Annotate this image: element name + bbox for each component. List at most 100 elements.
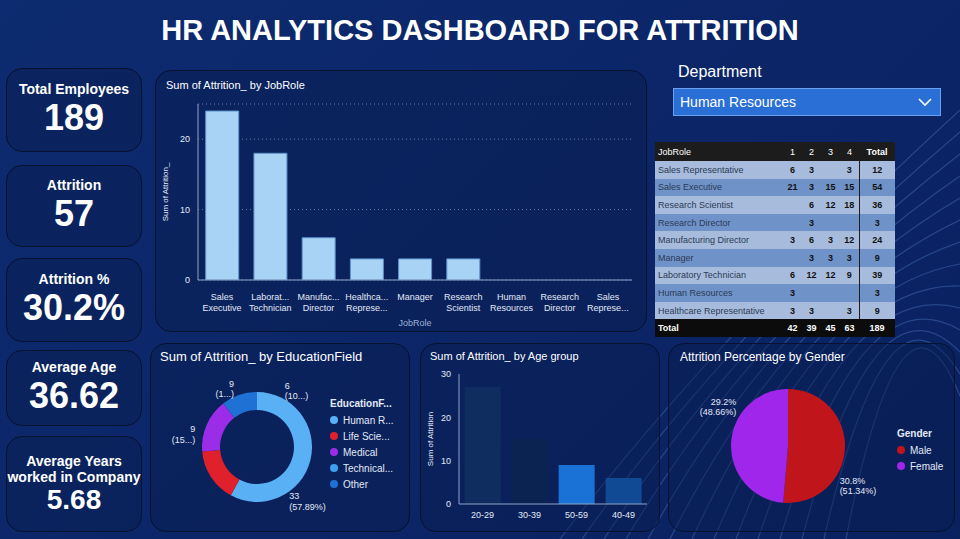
html-text:Human Resources: Human Resources xyxy=(658,288,733,298)
html-text:Female: Female xyxy=(910,460,944,472)
html-text:Male: Male xyxy=(910,444,932,456)
svg-text:Sum of Attrition_: Sum of Attrition_ xyxy=(161,162,170,221)
html-text:Manufacturing Director: Manufacturing Director xyxy=(658,235,749,246)
html-text:Technical...: Technical... xyxy=(343,462,393,474)
svg-text:Laborat...Technician: Laborat...Technician xyxy=(249,292,292,312)
html-text:39: 39 xyxy=(872,270,883,281)
svg-text:20: 20 xyxy=(441,413,451,423)
svg-text:SalesReprese...: SalesReprese... xyxy=(587,292,629,312)
html-text:54: 54 xyxy=(872,182,883,193)
html-text:Attrition Percentage by Gender: Attrition Percentage by Gender xyxy=(680,350,845,364)
svg-text:20-29: 20-29 xyxy=(471,510,494,520)
html-text:Attrition %: Attrition % xyxy=(38,271,110,287)
svg-text:29.2%(48.66%): 29.2%(48.66%) xyxy=(700,397,737,417)
html-text:57: 57 xyxy=(54,193,94,234)
html-text:Attrition: Attrition xyxy=(46,177,102,193)
html-text:3: 3 xyxy=(809,164,814,175)
html-text:Research Scientist: Research Scientist xyxy=(658,200,733,210)
html-text:3: 3 xyxy=(846,305,852,316)
svg-text:Sum of Attrition: Sum of Attrition xyxy=(426,412,435,466)
html-text:Human R...: Human R... xyxy=(343,414,394,426)
html-text:6: 6 xyxy=(790,164,795,175)
html-text:9: 9 xyxy=(874,252,880,263)
html-text:Sales Representative: Sales Representative xyxy=(658,164,744,175)
html-text:Life Scie...: Life Scie... xyxy=(343,430,390,442)
html-text:36.62: 36.62 xyxy=(29,375,119,416)
svg-text:0: 0 xyxy=(185,275,190,285)
html-text:45: 45 xyxy=(825,323,836,334)
svg-text:9(15...): 9(15...) xyxy=(172,424,196,444)
svg-text:30: 30 xyxy=(441,369,451,379)
svg-text:ResearchScientist: ResearchScientist xyxy=(444,292,483,312)
html-text:Sum of Attrition_ by Education: Sum of Attrition_ by EducationField xyxy=(160,349,363,364)
svg-text:10: 10 xyxy=(441,456,451,466)
svg-text:30.8%(51.34%): 30.8%(51.34%) xyxy=(840,476,877,496)
svg-text:Manager: Manager xyxy=(397,292,433,302)
html-text:Other: Other xyxy=(343,478,368,490)
html-text:Gender: Gender xyxy=(897,428,932,439)
html-text:4: 4 xyxy=(847,146,852,157)
html-text:Human Resources: Human Resources xyxy=(680,94,796,110)
html-text:189: 189 xyxy=(44,97,104,138)
html-text:2: 2 xyxy=(809,146,814,157)
html-text:Total: Total xyxy=(866,146,888,157)
html-text:Research Director: Research Director xyxy=(658,217,731,228)
html-text:39: 39 xyxy=(806,323,817,334)
svg-text:HumanResources: HumanResources xyxy=(490,292,534,312)
html-text:21: 21 xyxy=(787,182,798,193)
svg-text:33(57.89%): 33(57.89%) xyxy=(289,491,326,511)
svg-text:JobRole: JobRole xyxy=(398,318,431,328)
html-text:JobRole: JobRole xyxy=(658,146,691,157)
html-text:3: 3 xyxy=(846,252,852,263)
html-text:Total: Total xyxy=(658,323,679,334)
html-text:9: 9 xyxy=(846,270,852,281)
svg-text:20: 20 xyxy=(180,134,190,144)
html-text:Manager: Manager xyxy=(658,252,694,263)
html-text:3: 3 xyxy=(828,146,833,157)
html-text:Average Years worked in Compan: Average Years worked in Company xyxy=(7,453,141,485)
svg-text:40-49: 40-49 xyxy=(612,510,635,520)
svg-text:30-39: 30-39 xyxy=(518,510,541,520)
html-text:42: 42 xyxy=(787,323,798,334)
html-text:Sum of Attrition_ by Age group: Sum of Attrition_ by Age group xyxy=(430,350,579,362)
html-text:HR ANALYTICS DASHBOARD FOR ATT: HR ANALYTICS DASHBOARD FOR ATTRITION xyxy=(161,14,799,46)
html-text:5.68: 5.68 xyxy=(46,484,102,515)
html-text:EducationF...: EducationF... xyxy=(330,398,392,409)
html-text:63: 63 xyxy=(844,323,855,334)
html-text:3: 3 xyxy=(846,164,852,175)
html-text:3: 3 xyxy=(809,182,814,193)
html-text:Average Age: Average Age xyxy=(31,359,117,375)
html-text:24: 24 xyxy=(872,235,883,246)
svg-text:SalesExecutive: SalesExecutive xyxy=(203,292,242,312)
html-text:12: 12 xyxy=(872,164,883,175)
svg-text:Healthca...Represe...: Healthca...Represe... xyxy=(345,292,388,312)
svg-text:ResearchDirector: ResearchDirector xyxy=(540,292,579,312)
html-text:12: 12 xyxy=(806,270,817,281)
html-text:Sales Executive: Sales Executive xyxy=(658,182,722,193)
svg-text:10: 10 xyxy=(180,205,190,215)
svg-text:9(1...): 9(1...) xyxy=(216,379,235,399)
html-text:12: 12 xyxy=(844,235,855,246)
html-text:15: 15 xyxy=(844,182,855,193)
html-text:3: 3 xyxy=(874,288,880,298)
html-text:36: 36 xyxy=(872,200,883,210)
html-text:30.2%: 30.2% xyxy=(23,287,125,328)
html-text:Total Employees: Total Employees xyxy=(18,81,130,97)
html-text:Department: Department xyxy=(678,63,762,80)
html-text:9: 9 xyxy=(874,305,880,316)
html-text:Laboratory Technician: Laboratory Technician xyxy=(658,270,746,281)
html-text:15: 15 xyxy=(825,182,836,193)
html-text:1: 1 xyxy=(790,146,795,157)
html-text:12: 12 xyxy=(825,270,836,281)
html-text:Sum of Attrition_ by JobRole: Sum of Attrition_ by JobRole xyxy=(166,79,305,91)
html-text:18: 18 xyxy=(844,200,855,210)
html-text:Healthcare Representative: Healthcare Representative xyxy=(658,305,765,316)
svg-text:50-59: 50-59 xyxy=(565,510,588,520)
svg-text:Manufac...Director: Manufac...Director xyxy=(298,292,340,312)
svg-text:0: 0 xyxy=(446,499,451,509)
html-text:189: 189 xyxy=(869,323,885,334)
svg-text:6(10...): 6(10...) xyxy=(285,381,309,401)
html-text:Medical: Medical xyxy=(343,446,378,458)
html-text:3: 3 xyxy=(874,217,880,228)
html-text:12: 12 xyxy=(825,200,836,210)
